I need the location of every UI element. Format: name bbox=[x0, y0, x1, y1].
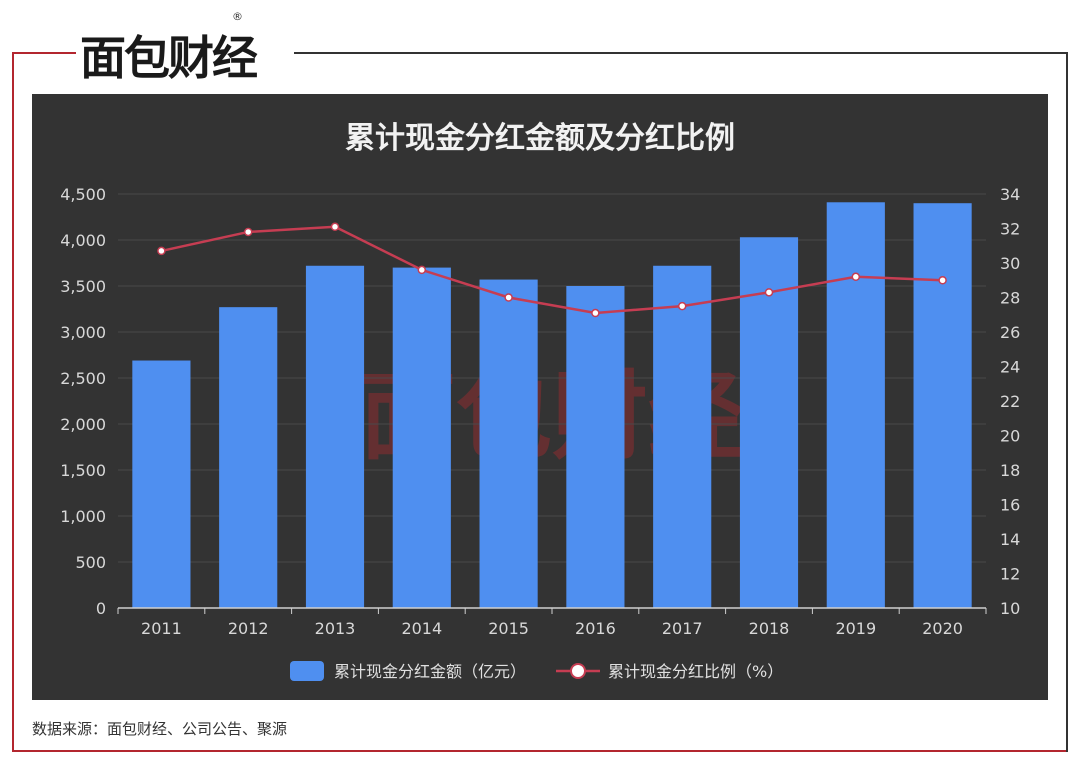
line-point bbox=[504, 293, 513, 302]
y-left-tick-label: 3,000 bbox=[60, 323, 106, 342]
line-point bbox=[243, 227, 253, 237]
y-left-tick-label: 0 bbox=[96, 599, 106, 618]
bar bbox=[826, 202, 885, 608]
y-right-tick-label: 22 bbox=[1000, 392, 1020, 411]
y-left-tick-label: 3,500 bbox=[60, 277, 106, 296]
legend-bar-label: 累计现金分红金额（亿元） bbox=[334, 662, 526, 681]
line-point bbox=[591, 308, 600, 318]
line-point bbox=[677, 301, 687, 311]
bar bbox=[913, 203, 972, 608]
line-point bbox=[938, 276, 947, 285]
y-left-tick-label: 2,000 bbox=[60, 415, 106, 434]
line-point bbox=[157, 246, 166, 256]
legend-bar-swatch bbox=[290, 661, 324, 681]
legend-line-label: 累计现金分红比例（%） bbox=[608, 662, 783, 681]
y-left-tick-label: 4,500 bbox=[60, 185, 106, 204]
y-right-tick-label: 12 bbox=[1000, 565, 1020, 584]
chart-title: 累计现金分红金额及分红比例 bbox=[345, 121, 735, 156]
bar bbox=[479, 279, 538, 608]
data-source-note: 数据来源：面包财经、公司公告、聚源 bbox=[32, 720, 288, 738]
x-tick-label: 2019 bbox=[835, 619, 876, 638]
series-line bbox=[161, 225, 943, 315]
bar bbox=[132, 360, 191, 608]
brand-logo: 面包财经 ® bbox=[76, 10, 290, 85]
x-tick-label: 2015 bbox=[488, 619, 529, 638]
frame-right-line bbox=[1066, 52, 1068, 752]
y-left-tick-label: 1,000 bbox=[60, 507, 106, 526]
x-tick-label: 2013 bbox=[315, 619, 356, 638]
y-right-tick-label: 18 bbox=[1000, 461, 1020, 480]
y-left-tick-label: 500 bbox=[75, 553, 106, 572]
x-tick-label: 2012 bbox=[228, 619, 269, 638]
x-tick-label: 2017 bbox=[662, 619, 703, 638]
line-point bbox=[330, 222, 340, 232]
y-right-tick-label: 26 bbox=[1000, 323, 1020, 342]
frame-top-right-line bbox=[294, 52, 1068, 54]
brand-logo-text: 面包财经 bbox=[80, 31, 258, 85]
y-right-tick-label: 32 bbox=[1000, 220, 1020, 239]
frame-bottom-line bbox=[12, 750, 1068, 752]
y-left-tick-label: 2,500 bbox=[60, 369, 106, 388]
combo-chart: 面包财经 累计现金分红金额及分红比例 05001,0001,5002,0002,… bbox=[60, 121, 1020, 681]
y-right-tick-label: 10 bbox=[1000, 599, 1020, 618]
x-tick-label: 2011 bbox=[141, 619, 182, 638]
line-point bbox=[417, 265, 427, 275]
y-right-tick-label: 24 bbox=[1000, 358, 1020, 377]
bar bbox=[739, 237, 799, 609]
y-right-tick-label: 34 bbox=[1000, 185, 1020, 204]
line-point bbox=[764, 288, 774, 297]
bar bbox=[653, 265, 712, 608]
x-tick-label: 2020 bbox=[922, 619, 963, 638]
y-left-tick-label: 1,500 bbox=[60, 461, 106, 480]
line-point bbox=[851, 272, 861, 282]
bar bbox=[219, 307, 278, 608]
y-right-tick-label: 28 bbox=[1000, 289, 1020, 308]
chart-panel: 面包财经 累计现金分红金额及分红比例 0 500 1,000 1,500 2,000 2,… bbox=[32, 94, 1048, 700]
y-right-tick-label: 30 bbox=[1000, 254, 1020, 273]
frame-left-line bbox=[12, 52, 14, 752]
bar bbox=[305, 265, 365, 608]
y-left-tick-label: 4,000 bbox=[60, 231, 106, 250]
bar bbox=[566, 286, 625, 608]
frame-top-left-line bbox=[12, 52, 76, 54]
y-right-tick-label: 16 bbox=[1000, 496, 1020, 515]
x-tick-label: 2016 bbox=[575, 619, 616, 638]
registered-mark-icon: ® bbox=[232, 10, 243, 23]
y-right-tick-label: 14 bbox=[1000, 530, 1020, 549]
legend-line-marker bbox=[570, 663, 586, 679]
x-tick-label: 2014 bbox=[401, 619, 442, 638]
x-tick-label: 2018 bbox=[749, 619, 790, 638]
y-right-tick-label: 20 bbox=[1000, 427, 1020, 446]
bar bbox=[392, 267, 451, 608]
